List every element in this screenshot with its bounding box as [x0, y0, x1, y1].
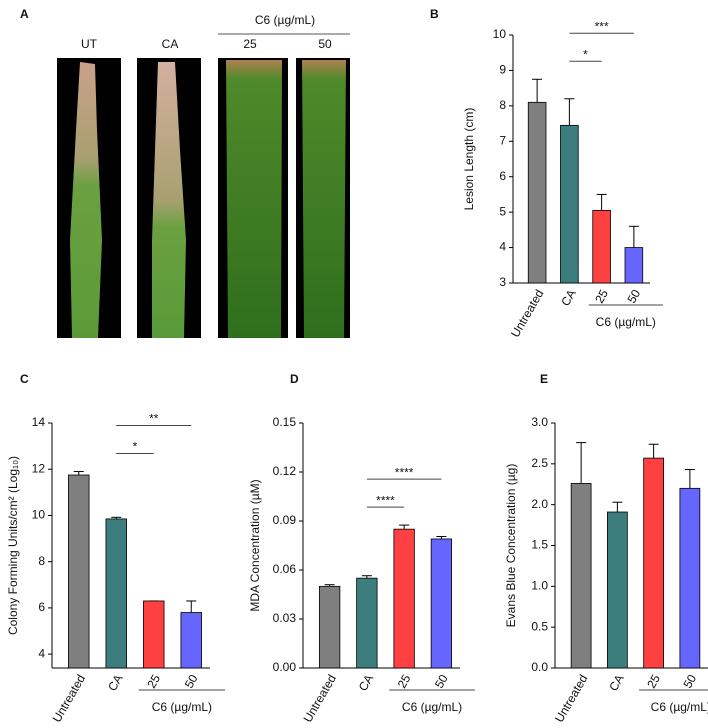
y-tick-label: 8	[38, 554, 45, 568]
bar	[570, 483, 592, 669]
x-tick-label: CA	[356, 672, 376, 693]
y-tick-label: 0.12	[273, 464, 297, 478]
bar	[393, 528, 415, 669]
y-tick-label: 14	[32, 415, 46, 429]
y-tick-label: 10	[32, 508, 46, 522]
y-tick-label: 0.15	[273, 415, 297, 429]
y-tick-label: 2.0	[531, 497, 548, 511]
leaf-label: 50	[318, 37, 332, 51]
y-tick-label: 3.0	[531, 415, 548, 429]
y-tick-label: 6	[38, 600, 45, 614]
y-tick-label: 7	[499, 133, 506, 147]
significance-label: ***	[595, 19, 609, 33]
y-tick-label: 9	[499, 63, 506, 77]
y-axis-label: Lesion Length (cm)	[462, 108, 476, 211]
significance-label: ****	[376, 493, 395, 507]
bar	[68, 474, 90, 669]
bar	[105, 518, 127, 669]
x-tick-label: CA	[606, 672, 626, 693]
group-label: C6 (µg/mL)	[255, 13, 315, 27]
bar	[318, 585, 341, 669]
y-axis-label: Colony Forming Units/cm² (Log₁₀)	[6, 456, 20, 635]
significance-label: **	[149, 412, 159, 426]
bar	[527, 101, 547, 284]
bar	[643, 457, 664, 669]
panel-letter: A	[20, 7, 29, 21]
y-tick-label: 4	[499, 240, 506, 254]
leaf	[302, 60, 346, 338]
x-tick-label: 50	[432, 672, 451, 691]
leaf	[152, 62, 186, 338]
panel-letter: E	[540, 372, 548, 386]
bar	[356, 577, 378, 669]
bar	[430, 538, 453, 669]
x-tick-label: 25	[592, 287, 611, 306]
bar	[560, 124, 579, 284]
x-tick-label: 25	[395, 672, 414, 691]
y-tick-label: 10	[493, 27, 507, 41]
y-tick-label: 1.5	[531, 538, 548, 552]
x-tick-label: 50	[680, 672, 699, 691]
y-tick-label: 6	[499, 169, 506, 183]
x-tick-label: Untreated	[300, 672, 338, 725]
group-label: C6 (µg/mL)	[152, 700, 212, 714]
bar	[679, 487, 701, 669]
leaf	[226, 60, 282, 338]
bar	[624, 247, 644, 284]
leaf	[70, 62, 102, 338]
bar	[607, 511, 628, 669]
bar	[180, 612, 202, 669]
x-tick-label: 25	[644, 672, 663, 691]
x-tick-label: 25	[144, 672, 163, 691]
y-tick-label: 5	[499, 204, 506, 218]
x-tick-label: Untreated	[50, 672, 88, 725]
x-tick-label: Untreated	[552, 672, 590, 725]
x-tick-label: 50	[624, 287, 643, 306]
significance-label: ****	[395, 465, 414, 479]
bar	[592, 209, 611, 284]
y-tick-label: 0.00	[273, 660, 297, 674]
significance-label: *	[583, 47, 588, 61]
leaf-label: UT	[81, 37, 98, 51]
group-label: C6 (µg/mL)	[596, 315, 656, 329]
y-tick-label: 0.03	[273, 611, 297, 625]
y-axis-label: MDA Concentration (µM)	[248, 479, 262, 611]
leaf-label: CA	[162, 37, 179, 51]
bar	[143, 600, 165, 669]
panel-letter: C	[20, 372, 29, 386]
y-tick-label: 0.5	[531, 619, 548, 633]
leaf-label: 25	[243, 37, 257, 51]
y-tick-label: 0.06	[273, 562, 297, 576]
y-tick-label: 3	[499, 275, 506, 289]
x-tick-label: CA	[105, 672, 125, 693]
panel-letter: D	[290, 372, 299, 386]
x-tick-label: 50	[182, 672, 201, 691]
y-tick-label: 1.0	[531, 579, 548, 593]
y-tick-label: 2.5	[531, 456, 548, 470]
y-tick-label: 4	[38, 646, 45, 660]
panel-letter: B	[430, 7, 439, 21]
y-tick-label: 8	[499, 98, 506, 112]
x-tick-label: CA	[558, 287, 578, 308]
y-tick-label: 0.09	[273, 513, 297, 527]
y-tick-label: 12	[32, 461, 46, 475]
x-tick-label: Untreated	[508, 287, 546, 340]
group-label: C6 (µg/mL)	[402, 700, 462, 714]
group-label: C6 (µg/mL)	[651, 700, 708, 714]
y-axis-label: Evans Blue Concentration (µg)	[504, 464, 518, 628]
significance-label: *	[133, 440, 138, 454]
y-tick-label: 0.0	[531, 660, 548, 674]
